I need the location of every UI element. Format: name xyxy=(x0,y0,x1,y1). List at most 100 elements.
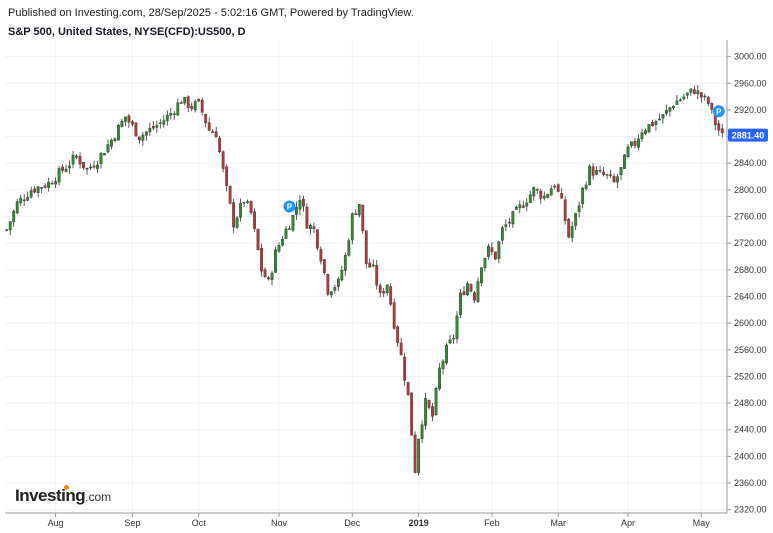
candle-body xyxy=(637,138,640,148)
candle-body xyxy=(563,199,567,221)
candle-body xyxy=(19,197,23,204)
event-marker[interactable] xyxy=(712,105,725,118)
y-tick-label: 2920.00 xyxy=(734,105,767,115)
candle-body xyxy=(110,139,113,147)
candle-body xyxy=(47,181,51,188)
candle-body xyxy=(609,174,612,176)
candle-body xyxy=(106,144,110,153)
candle-body xyxy=(134,122,138,137)
candle-body xyxy=(50,183,54,185)
candle-body xyxy=(504,224,508,227)
candle-body xyxy=(417,438,420,473)
candle-body xyxy=(295,207,298,215)
candle-body xyxy=(249,201,253,213)
candle-body xyxy=(560,193,564,199)
candle-body xyxy=(85,167,89,170)
candle-body xyxy=(207,122,211,131)
candle-body xyxy=(399,342,403,356)
candle-body xyxy=(204,114,208,124)
event-marker[interactable] xyxy=(283,200,296,213)
candle-body xyxy=(329,291,333,296)
candle-body xyxy=(22,199,26,202)
candle-body xyxy=(281,239,284,246)
candle-body xyxy=(274,249,277,273)
candle-body xyxy=(654,121,658,126)
candle-body xyxy=(441,360,445,370)
candle-body xyxy=(661,114,665,119)
y-axis: 3000.002960.002920.002880.002840.002800.… xyxy=(727,52,767,515)
candle-body xyxy=(193,101,197,111)
candle-body xyxy=(211,131,215,133)
candle-body xyxy=(33,188,37,193)
candle-body xyxy=(103,153,106,156)
candle-body xyxy=(179,102,183,104)
candle-body xyxy=(507,221,511,224)
candle-body xyxy=(54,181,58,185)
candle-body xyxy=(459,292,462,316)
investing-logo: Investing .com xyxy=(15,485,111,506)
candle-body xyxy=(336,278,340,287)
candle-body xyxy=(305,206,309,229)
candle-body xyxy=(312,226,316,230)
candle-body xyxy=(36,186,40,193)
candle-body xyxy=(75,155,78,158)
candle-body xyxy=(623,154,626,169)
candle-body xyxy=(385,284,389,294)
y-tick-label: 2480.00 xyxy=(734,398,767,408)
candle-body xyxy=(619,167,623,176)
candle-body xyxy=(221,151,225,169)
candle-body xyxy=(626,146,630,157)
event-marker-label: P xyxy=(716,107,722,116)
candle-body xyxy=(364,230,368,264)
candle-body xyxy=(68,165,71,169)
candle-body xyxy=(410,392,414,436)
candle-body xyxy=(326,274,330,295)
candle-body xyxy=(169,113,173,116)
candle-body xyxy=(671,106,675,109)
candle-body xyxy=(633,141,637,146)
candle-body xyxy=(165,114,169,122)
y-tick-label: 2960.00 xyxy=(734,78,767,88)
y-tick-label: 2640.00 xyxy=(734,291,767,301)
candle-body xyxy=(595,170,599,175)
event-markers[interactable]: PP xyxy=(283,105,725,213)
candle-body xyxy=(452,337,455,340)
candle-body xyxy=(354,213,358,215)
candle-body xyxy=(343,255,347,271)
last-price-tag: 2881.40 xyxy=(728,128,768,142)
candle-body xyxy=(518,204,522,209)
candle-body xyxy=(117,124,120,141)
candle-body xyxy=(225,166,229,186)
candle-body xyxy=(616,176,619,183)
candle-body xyxy=(591,166,595,176)
candles xyxy=(5,85,724,476)
candle-body xyxy=(455,315,459,340)
candle-body xyxy=(553,185,557,188)
candle-body xyxy=(242,202,246,204)
candle-body xyxy=(113,138,117,141)
candle-body xyxy=(82,162,85,169)
candle-body xyxy=(696,90,700,95)
candle-body xyxy=(29,190,33,198)
candle-body xyxy=(71,155,75,165)
candle-body xyxy=(678,99,682,101)
candle-body xyxy=(246,201,249,203)
candle-body xyxy=(235,217,239,228)
candle-body xyxy=(549,188,553,196)
candle-body xyxy=(124,116,127,122)
candle-body xyxy=(172,113,176,115)
candle-body xyxy=(239,202,242,218)
x-tick-label: Mar xyxy=(550,518,566,528)
y-tick-label: 3000.00 xyxy=(734,52,767,62)
candle-body xyxy=(546,194,550,198)
candle-body xyxy=(190,105,194,109)
candle-body xyxy=(542,195,546,199)
candle-body xyxy=(298,199,302,210)
candle-body xyxy=(651,122,654,126)
candle-body xyxy=(630,141,633,146)
y-tick-label: 2440.00 xyxy=(734,425,767,435)
candle-body xyxy=(89,166,92,169)
candle-body xyxy=(720,128,724,134)
candle-body xyxy=(176,102,180,116)
